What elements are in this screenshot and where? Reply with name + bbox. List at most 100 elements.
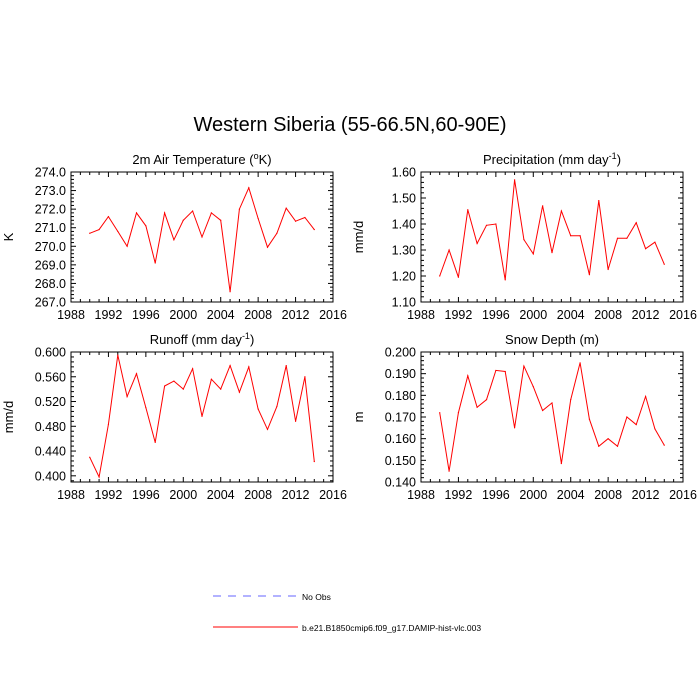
runoff-ylabel: mm/d	[1, 401, 16, 434]
precipitation-data-point	[644, 248, 647, 250]
air-temperature-data-point	[276, 232, 278, 234]
snow-depth-y-tick-label: 0.170	[385, 411, 416, 425]
snow-depth-data-point	[476, 406, 478, 408]
runoff-data-point	[117, 354, 119, 356]
snow-depth-data-point	[579, 362, 581, 364]
snow-depth-data-point	[560, 462, 562, 465]
runoff-data-point	[276, 405, 278, 408]
precipitation-y-tick-label: 1.50	[392, 192, 416, 206]
runoff-x-tick-label: 2016	[319, 488, 347, 502]
snow-depth-ylabel: m	[351, 412, 366, 423]
snow-depth-x-tick-label: 2008	[594, 488, 622, 502]
runoff-data-point	[135, 373, 138, 375]
air-temperature-x-tick-label: 2012	[282, 308, 310, 322]
precipitation-data-point	[532, 253, 534, 255]
runoff-x-tick-label: 1996	[132, 488, 160, 502]
snow-depth-y-tick-label: 0.140	[385, 476, 416, 490]
snow-depth-y-tick-label: 0.190	[385, 367, 416, 381]
runoff-data-point	[248, 366, 250, 368]
snow-depth-x-tick-label: 2016	[669, 488, 697, 502]
snow-depth-data-point	[626, 416, 628, 418]
snow-depth-data-point	[607, 438, 609, 440]
air-temperature-data-point	[266, 246, 269, 248]
air-temperature-data-point	[182, 219, 184, 221]
precipitation-data-point	[485, 224, 488, 226]
precipitation-data-point	[570, 235, 572, 237]
air-temperature-data-point	[201, 236, 203, 238]
precipitation-data-point	[663, 263, 665, 265]
precipitation-data-point	[551, 252, 553, 254]
snow-depth-y-tick-label: 0.150	[385, 454, 416, 468]
runoff-data-point	[285, 365, 287, 367]
precipitation-data-point	[504, 279, 506, 281]
runoff-y-tick-label: 0.440	[35, 445, 66, 459]
snow-depth-data-point	[588, 418, 591, 420]
precipitation-x-tick-label: 1992	[445, 308, 473, 322]
snow-depth-x-tick-label: 1992	[445, 488, 473, 502]
snow-depth-x-tick-label: 2004	[557, 488, 585, 502]
snow-depth-data-point	[551, 402, 553, 404]
runoff-x-tick-label: 1992	[95, 488, 123, 502]
precipitation-data-point	[457, 276, 460, 278]
snow-depth-data-point	[570, 399, 572, 401]
runoff-data-point	[107, 423, 110, 426]
air-temperature-data-point	[285, 207, 287, 209]
snow-depth-x-tick-label: 1996	[482, 488, 510, 502]
runoff-data-point	[220, 388, 222, 390]
precipitation-y-tick-label: 1.10	[392, 296, 416, 310]
runoff-data-point	[238, 391, 241, 393]
precipitation-data-point	[626, 237, 628, 239]
precipitation-x-tick-label: 1988	[407, 308, 435, 322]
precipitation-data-point	[654, 241, 656, 243]
runoff-data-point	[192, 368, 194, 370]
precipitation-plot-frame	[420, 171, 684, 303]
precipitation-data-point	[513, 179, 516, 181]
runoff-y-tick-label: 0.480	[35, 420, 66, 434]
precipitation-y-tick-label: 1.30	[392, 244, 416, 258]
legend: No Obs b.e21.B1850cmip6.f09_g17.DAMIP-his…	[213, 592, 481, 633]
air-temperature-data-point	[238, 208, 241, 210]
snow-depth-data-point	[654, 428, 656, 430]
snow-depth-data-point	[663, 444, 665, 446]
air-temperature-data-point	[257, 217, 259, 220]
precipitation-data-point	[523, 239, 525, 241]
snow-depth-data-point	[457, 412, 460, 414]
panel-air-temperature: 1988 1992 1996 2000 2004 2008 2012 2016 267.0 268…	[1, 151, 347, 322]
snow-depth-data-point	[542, 409, 544, 412]
precipitation-title: Precipitation (mm day-1)	[483, 151, 621, 167]
air-temperature-data-point	[248, 187, 250, 189]
precipitation-data-point	[467, 209, 469, 211]
air-temperature-y-tick-label: 268.0	[35, 277, 66, 291]
air-temperature-data-point	[304, 216, 306, 219]
precipitation-data-point	[542, 205, 544, 207]
runoff-data-point	[98, 476, 100, 478]
air-temperature-ylabel: K	[1, 232, 16, 241]
snow-depth-plot-frame	[420, 351, 684, 483]
air-temperature-x-tick-label: 1996	[132, 308, 160, 322]
panel-precipitation: 1988 1992 1996 2000 2004 2008 2012 2016 1.10 1.20…	[351, 151, 697, 322]
runoff-data-point	[89, 456, 91, 458]
snow-depth-x-tick-label: 2000	[519, 488, 547, 502]
precipitation-x-tick-label: 2012	[632, 308, 660, 322]
air-temperature-data-point	[107, 215, 110, 218]
runoff-plot-frame	[70, 351, 334, 483]
snow-depth-data-point	[635, 423, 637, 426]
legend-model-label: b.e21.B1850cmip6.f09_g17.DAMIP-hist-vlc.…	[302, 623, 481, 633]
air-temperature-data-point	[210, 212, 212, 214]
air-temperature-data-point	[192, 210, 194, 212]
panel-runoff: 1988 1992 1996 2000 2004 2008 2012 2016 0.400 0.4…	[1, 331, 347, 502]
precipitation-data-point	[439, 275, 441, 277]
runoff-x-tick-label: 2000	[169, 488, 197, 502]
snow-depth-data-point	[439, 412, 441, 414]
air-temperature-y-tick-label: 270.0	[35, 240, 66, 254]
air-temperature-data-point	[154, 262, 156, 264]
precipitation-ylabel: mm/d	[351, 221, 366, 254]
precipitation-data-point	[616, 237, 619, 239]
precipitation-data-point	[560, 210, 562, 212]
runoff-x-tick-label: 1988	[57, 488, 85, 502]
snow-depth-data-point	[495, 369, 497, 372]
air-temperature-data-point	[89, 232, 91, 234]
runoff-y-tick-label: 0.400	[35, 469, 66, 483]
air-temperature-data-point	[229, 291, 231, 293]
